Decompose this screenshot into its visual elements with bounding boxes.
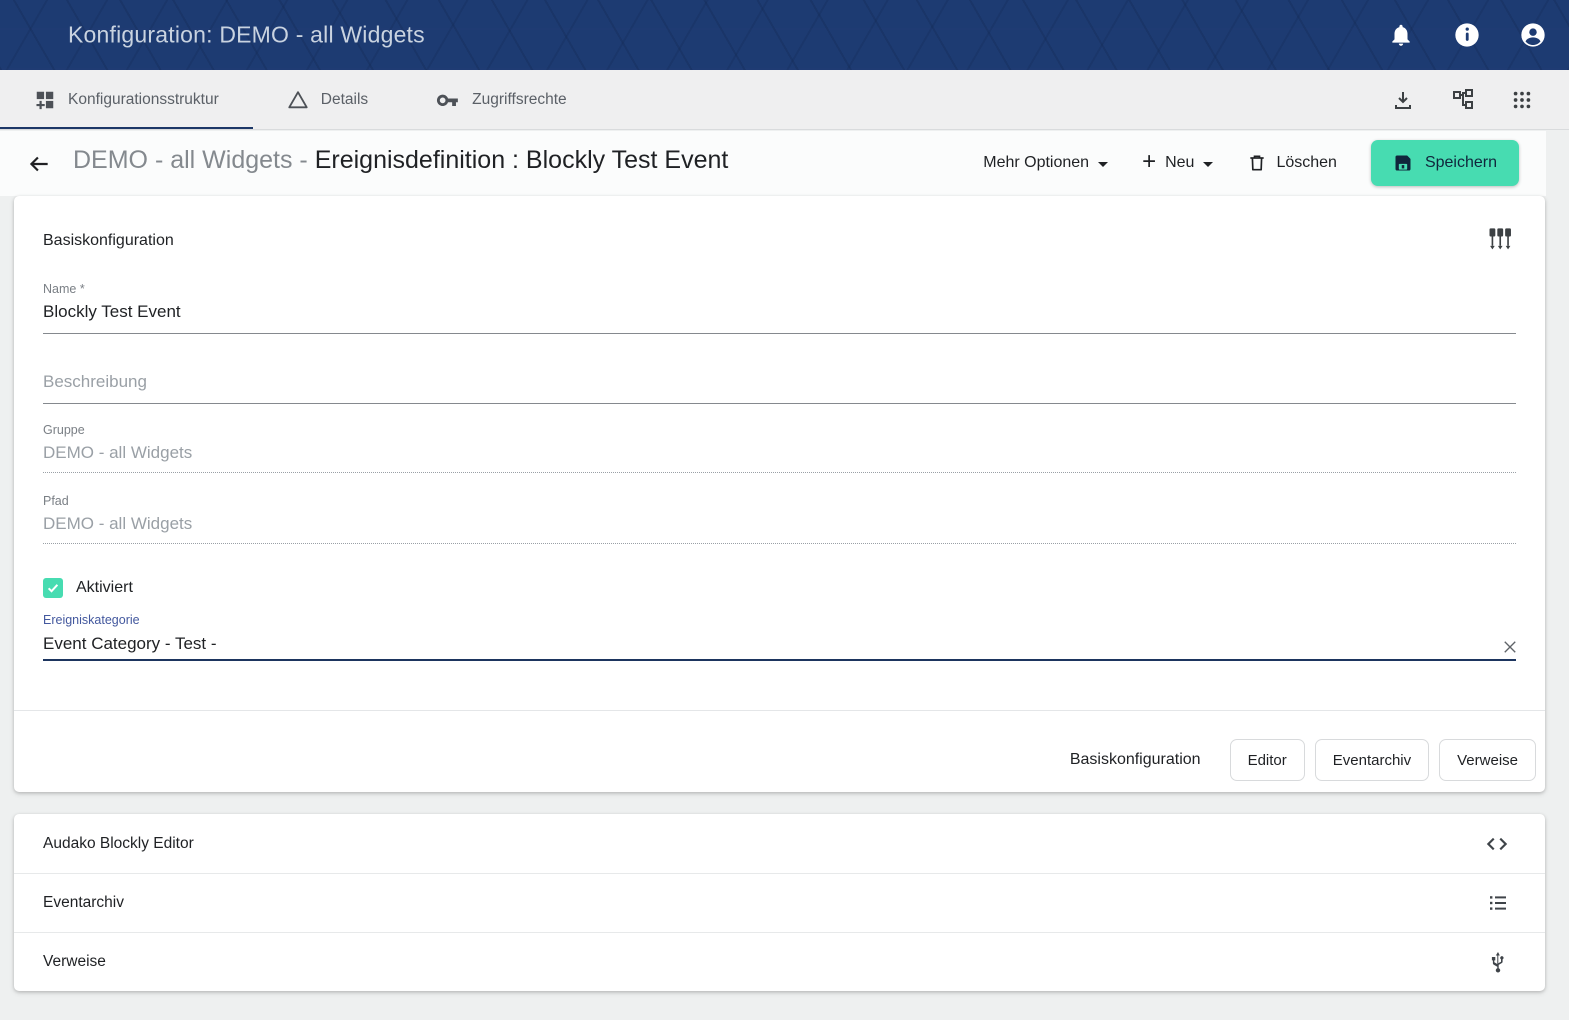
code-icon xyxy=(1484,831,1510,857)
header-icon-group xyxy=(1387,0,1547,70)
event-category-focus-underline xyxy=(43,659,1516,661)
panel-title: Eventarchiv xyxy=(43,894,124,911)
activated-checkbox-row[interactable]: Aktiviert xyxy=(43,578,133,598)
app-title: Konfiguration: DEMO - all Widgets xyxy=(68,21,425,48)
page-title-current: Ereignisdefinition : Blockly Test Event xyxy=(314,146,729,174)
chevron-down-icon xyxy=(1203,161,1214,167)
more-options-button[interactable]: Mehr Optionen xyxy=(983,154,1109,172)
section-nav-eventarchiv-button[interactable]: Eventarchiv xyxy=(1314,739,1430,781)
group-field-label: Gruppe xyxy=(43,423,85,437)
page-title: DEMO - all Widgets - Ereignisdefinition … xyxy=(73,146,728,175)
tab-bar-actions xyxy=(1391,70,1569,129)
group-underline xyxy=(43,472,1516,473)
panel-title: Verweise xyxy=(43,953,106,970)
path-value: DEMO - all Widgets xyxy=(43,514,193,533)
notifications-bell-icon[interactable] xyxy=(1387,21,1415,49)
check-icon xyxy=(47,584,59,593)
dashboard-customize-icon xyxy=(34,89,56,111)
activated-label: Aktiviert xyxy=(76,579,133,596)
new-button[interactable]: + Neu xyxy=(1142,148,1214,175)
tab-zugriffsrechte[interactable]: Zugriffsrechte xyxy=(402,70,600,129)
section-nav-verweise-button[interactable]: Verweise xyxy=(1439,739,1536,781)
name-field-label: Name * xyxy=(43,282,85,296)
name-input[interactable] xyxy=(43,302,1516,322)
basiskonfiguration-card: Basiskonfiguration Name * Gruppe DEMO - … xyxy=(14,196,1545,792)
description-underline xyxy=(43,403,1516,404)
breadcrumb: DEMO - all Widgets - xyxy=(73,146,315,174)
clear-icon[interactable] xyxy=(1499,636,1521,658)
new-label: Neu xyxy=(1165,154,1195,171)
toolbar-actions: Mehr Optionen + Neu Löschen Speichern xyxy=(983,140,1519,186)
tab-bar: Konfigurationsstruktur Details Zugriffsr… xyxy=(0,70,1569,130)
path-underline xyxy=(43,543,1516,544)
info-icon[interactable] xyxy=(1453,21,1481,49)
panel-eventarchiv[interactable]: Eventarchiv xyxy=(14,873,1545,932)
event-category-input[interactable] xyxy=(43,634,1516,654)
panel-title: Audako Blockly Editor xyxy=(43,834,194,852)
tab-label: Konfigurationsstruktur xyxy=(68,90,219,108)
save-button[interactable]: Speichern xyxy=(1370,140,1519,186)
back-arrow-icon[interactable] xyxy=(24,149,54,179)
trash-icon xyxy=(1247,153,1267,173)
panel-verweise[interactable]: Verweise xyxy=(14,932,1545,991)
chevron-down-icon xyxy=(1098,161,1109,167)
section-nav: Basiskonfiguration Editor Eventarchiv Ve… xyxy=(14,728,1545,792)
title-band: DEMO - all Widgets - Ereignisdefinition … xyxy=(0,131,1546,196)
group-value: DEMO - all Widgets xyxy=(43,443,193,462)
section-nav-editor-button[interactable]: Editor xyxy=(1229,739,1305,781)
more-options-label: Mehr Optionen xyxy=(983,154,1090,171)
name-underline xyxy=(43,333,1516,334)
tab-konfigurationsstruktur[interactable]: Konfigurationsstruktur xyxy=(0,70,253,129)
delete-button[interactable]: Löschen xyxy=(1247,153,1337,173)
delete-label: Löschen xyxy=(1276,154,1337,171)
tab-label: Zugriffsrechte xyxy=(472,90,567,108)
settings-input-composite-icon[interactable] xyxy=(1486,226,1514,254)
card-divider xyxy=(14,710,1545,711)
tab-details[interactable]: Details xyxy=(253,70,402,129)
plus-icon: + xyxy=(1142,148,1157,175)
description-input[interactable] xyxy=(43,372,1516,392)
tab-label: Details xyxy=(320,90,369,108)
panel-audako-blockly-editor[interactable]: Audako Blockly Editor xyxy=(14,814,1545,873)
account-icon[interactable] xyxy=(1519,21,1547,49)
expansion-panels: Audako Blockly Editor Eventarchiv Verwei… xyxy=(14,814,1545,991)
save-label: Speichern xyxy=(1424,154,1497,171)
section-nav-active-label: Basiskonfiguration xyxy=(1069,751,1201,768)
apps-grid-icon[interactable] xyxy=(1511,89,1533,111)
section-title: Basiskonfiguration xyxy=(43,232,174,249)
key-icon xyxy=(436,88,460,112)
tree-structure-icon[interactable] xyxy=(1451,88,1475,112)
activated-checkbox[interactable] xyxy=(43,578,63,598)
warning-triangle-icon xyxy=(287,89,309,111)
list-icon xyxy=(1486,891,1510,915)
usb-icon xyxy=(1486,950,1510,974)
path-field-label: Pfad xyxy=(43,494,69,508)
event-category-label: Ereigniskategorie xyxy=(43,613,140,627)
download-icon[interactable] xyxy=(1391,88,1415,112)
save-icon xyxy=(1393,153,1413,173)
app-header: Konfiguration: DEMO - all Widgets xyxy=(0,0,1569,70)
